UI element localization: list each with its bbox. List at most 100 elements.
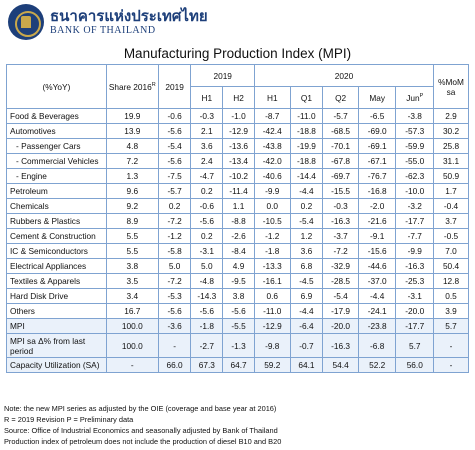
- table-cell: -5.6: [190, 303, 224, 319]
- table-cell: -10.0: [395, 183, 435, 199]
- row-label: MPI sa Δ% from last period: [6, 333, 107, 358]
- table-cell: -0.3: [190, 108, 224, 124]
- table-cell: -14.4: [289, 168, 324, 184]
- table-cell: -16.1: [253, 273, 291, 289]
- table-row: Automotives 13.9 -5.6 2.1 -12.9 -42.4 -18.8 -68…: [6, 123, 469, 139]
- table-cell: -67.1: [357, 153, 397, 169]
- table-cell: -3.2: [395, 198, 435, 214]
- table-cell: -57.3: [395, 123, 435, 139]
- table-cell: -11.4: [222, 183, 255, 199]
- table-cell: -2.0: [357, 198, 397, 214]
- table-cell: 0.6: [253, 288, 291, 304]
- table-cell: -42.4: [253, 123, 291, 139]
- h1-2019-header: H1: [190, 86, 224, 109]
- mpi-table: (%YoY) Share 2016R 2019 2019 2020 %MoM s…: [6, 64, 469, 373]
- table-cell: -13.3: [253, 258, 291, 274]
- row-label: Others: [6, 303, 107, 319]
- table-row: - Passenger Cars 4.8 -5.4 3.6 -13.6 -43.8 -19.…: [6, 138, 469, 154]
- table-cell: -70.1: [322, 138, 359, 154]
- row-label: Textiles & Apparels: [6, 273, 107, 289]
- table-cell: -15.5: [322, 183, 359, 199]
- table-cell: 0.5: [433, 288, 469, 304]
- table-cell: -69.7: [322, 168, 359, 184]
- table-cell: -0.3: [322, 198, 359, 214]
- table-cell: -3.1: [190, 243, 224, 259]
- table-cell: -4.5: [289, 273, 324, 289]
- table-cell: 5.5: [105, 243, 159, 259]
- table-cell: -7.2: [322, 243, 359, 259]
- table-cell: -14.3: [190, 288, 224, 304]
- table-row: Chemicals 9.2 0.2 -0.6 1.1 0.0 0.2 -0.3 -2.0 -3.2…: [6, 198, 469, 214]
- table-cell: 1.7: [433, 183, 469, 199]
- table-cell: 3.6: [289, 243, 324, 259]
- table-cell: -17.7: [395, 213, 435, 229]
- table-cell: 59.2: [253, 357, 291, 373]
- table-cell: -68.5: [322, 123, 359, 139]
- table-cell: 3.9: [433, 303, 469, 319]
- footnote-line: Source: Office of Industrial Economics a…: [4, 426, 278, 435]
- table-cell: 12.8: [433, 273, 469, 289]
- row-label: Cement & Construction: [6, 228, 107, 244]
- yoy-header: (%YoY): [6, 64, 107, 109]
- table-cell: -1.2: [157, 228, 192, 244]
- table-cell: -6.5: [357, 108, 397, 124]
- table-cell: -3.8: [395, 108, 435, 124]
- table-row: - Commercial Vehicles 7.2 -5.6 2.4 -13.4 -42.…: [6, 153, 469, 169]
- table-cell: 100.0: [105, 333, 159, 358]
- table-cell: 5.5: [105, 228, 159, 244]
- row-label: MPI: [6, 318, 107, 334]
- table-cell: -69.0: [357, 123, 397, 139]
- footnote-line: R = 2019 Revision P = Preliminary data: [4, 415, 134, 424]
- table-cell: -55.0: [395, 153, 435, 169]
- table-cell: -20.0: [322, 318, 359, 334]
- table-cell: -44.6: [357, 258, 397, 274]
- table-cell: 9.6: [105, 183, 159, 199]
- table-cell: -5.5: [222, 318, 255, 334]
- table-cell: 0.2: [157, 198, 192, 214]
- table-cell: -3.1: [395, 288, 435, 304]
- table-cell: 100.0: [105, 318, 159, 334]
- footnote-line: Production index of petroleum does not i…: [4, 437, 282, 446]
- bank-header: ธนาคารแห่งประเทศไทย BANK OF THAILAND: [8, 4, 208, 40]
- table-cell: 2.4: [190, 153, 224, 169]
- table-cell: -17.9: [322, 303, 359, 319]
- table-cell: -20.0: [395, 303, 435, 319]
- table-cell: 5.0: [190, 258, 224, 274]
- table-cell: 7.0: [433, 243, 469, 259]
- table-cell: -5.6: [157, 303, 192, 319]
- table-cell: -0.7: [289, 333, 324, 358]
- table-cell: -16.3: [395, 258, 435, 274]
- h2-2019-header: H2: [222, 86, 255, 109]
- table-cell: -4.8: [190, 273, 224, 289]
- table-cell: -5.3: [157, 288, 192, 304]
- table-cell: 0.2: [190, 183, 224, 199]
- table-cell: 3.8: [105, 258, 159, 274]
- table-cell: 3.5: [105, 273, 159, 289]
- table-cell: 3.7: [433, 213, 469, 229]
- mom-sa-header: %MoM sa: [433, 64, 469, 109]
- table-cell: 66.0: [157, 357, 192, 373]
- table-cell: -21.6: [357, 213, 397, 229]
- table-cell: 64.7: [222, 357, 255, 373]
- table-cell: -1.8: [253, 243, 291, 259]
- row-label: IC & Semiconductors: [6, 243, 107, 259]
- table-row: Electrical Appliances 3.8 5.0 5.0 4.9 -13.3 6.…: [6, 258, 469, 274]
- table-cell: -1.0: [222, 108, 255, 124]
- table-cell: -5.4: [322, 288, 359, 304]
- table-cell: -28.5: [322, 273, 359, 289]
- q2-header: Q2: [322, 86, 359, 109]
- table-cell: -0.5: [433, 228, 469, 244]
- table-cell: 5.7: [433, 318, 469, 334]
- table-cell: 8.9: [105, 213, 159, 229]
- table-cell: 5.7: [395, 333, 435, 358]
- table-cell: -32.9: [322, 258, 359, 274]
- table-cell: 6.9: [289, 288, 324, 304]
- table-cell: 2.9: [433, 108, 469, 124]
- table-cell: -5.8: [157, 243, 192, 259]
- group-2019-header: 2019: [190, 64, 255, 87]
- table-cell: -23.8: [357, 318, 397, 334]
- table-cell: 19.9: [105, 108, 159, 124]
- table-cell: -4.4: [289, 303, 324, 319]
- group-2020-header: 2020: [253, 64, 435, 87]
- table-cell: -42.0: [253, 153, 291, 169]
